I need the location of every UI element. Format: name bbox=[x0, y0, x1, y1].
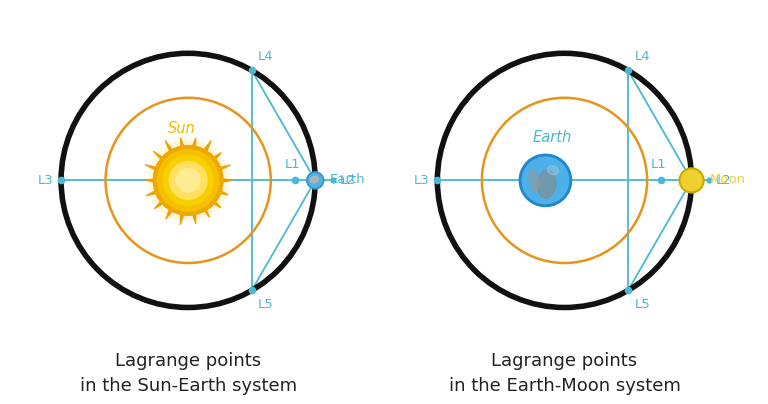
Text: L2: L2 bbox=[339, 174, 355, 187]
Polygon shape bbox=[180, 208, 185, 225]
Circle shape bbox=[680, 168, 703, 192]
Polygon shape bbox=[154, 151, 167, 163]
Polygon shape bbox=[215, 188, 228, 195]
Polygon shape bbox=[154, 197, 167, 209]
Text: L1: L1 bbox=[284, 158, 300, 171]
Circle shape bbox=[157, 149, 220, 212]
Polygon shape bbox=[190, 138, 196, 152]
Text: L2: L2 bbox=[716, 174, 731, 187]
Text: L5: L5 bbox=[258, 298, 274, 311]
Text: Earth: Earth bbox=[532, 130, 571, 145]
Text: Earth: Earth bbox=[330, 173, 366, 185]
Circle shape bbox=[153, 145, 223, 216]
Ellipse shape bbox=[529, 170, 539, 191]
Text: L3: L3 bbox=[38, 174, 54, 187]
Text: Lagrange points
in the Sun-Earth system: Lagrange points in the Sun-Earth system bbox=[80, 352, 296, 395]
Circle shape bbox=[176, 168, 200, 193]
Text: L1: L1 bbox=[650, 158, 667, 171]
Polygon shape bbox=[215, 165, 230, 172]
Circle shape bbox=[147, 139, 229, 221]
Polygon shape bbox=[191, 208, 196, 224]
Polygon shape bbox=[146, 188, 161, 196]
Polygon shape bbox=[165, 140, 176, 156]
Polygon shape bbox=[209, 197, 221, 208]
Polygon shape bbox=[209, 153, 221, 163]
Text: Moon: Moon bbox=[710, 173, 746, 185]
Text: L4: L4 bbox=[634, 50, 650, 63]
Text: L5: L5 bbox=[634, 298, 650, 311]
Ellipse shape bbox=[538, 170, 556, 198]
Polygon shape bbox=[201, 205, 210, 218]
Circle shape bbox=[163, 155, 214, 206]
Polygon shape bbox=[166, 204, 176, 219]
Polygon shape bbox=[180, 137, 186, 152]
Polygon shape bbox=[145, 165, 161, 172]
Ellipse shape bbox=[310, 177, 319, 183]
Text: L4: L4 bbox=[258, 50, 273, 63]
Polygon shape bbox=[200, 141, 211, 156]
Circle shape bbox=[169, 161, 207, 200]
Polygon shape bbox=[145, 179, 159, 182]
Circle shape bbox=[307, 172, 323, 189]
Text: Sun: Sun bbox=[168, 121, 196, 136]
Ellipse shape bbox=[548, 166, 558, 175]
Text: L3: L3 bbox=[414, 174, 430, 187]
Circle shape bbox=[520, 155, 571, 206]
Polygon shape bbox=[217, 178, 233, 183]
Text: Lagrange points
in the Earth-Moon system: Lagrange points in the Earth-Moon system bbox=[449, 352, 680, 395]
